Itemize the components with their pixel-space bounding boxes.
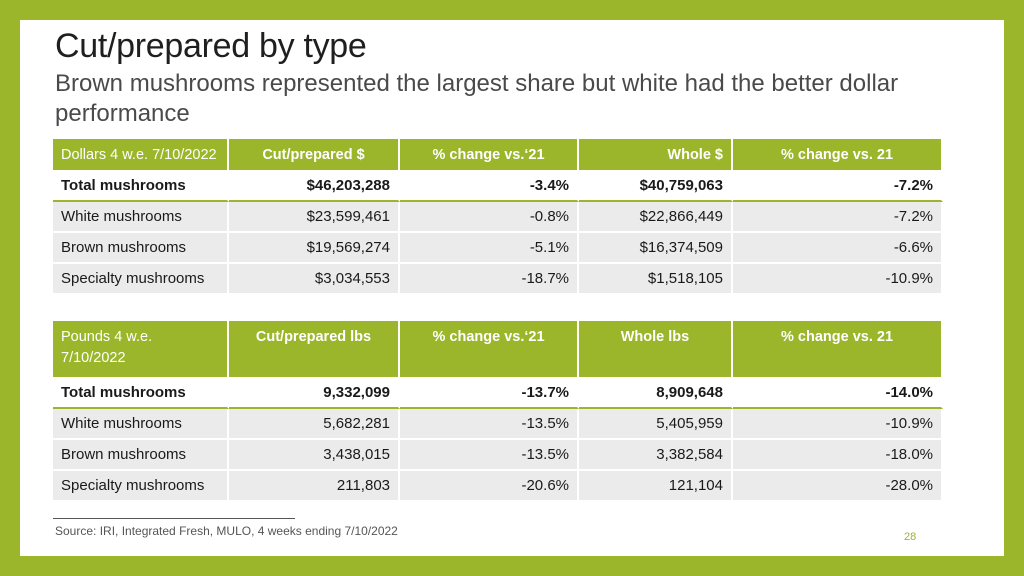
table-cell: 5,682,281 [229, 409, 400, 440]
dollars-table: Dollars 4 w.e. 7/10/2022 Cut/prepared $ … [53, 139, 943, 295]
row-label: Brown mushrooms [53, 440, 229, 471]
table-cell: -28.0% [733, 471, 943, 502]
table-cell: $1,518,105 [579, 264, 733, 295]
table-cell: 8,909,648 [579, 377, 733, 409]
table-cell: 3,438,015 [229, 440, 400, 471]
table-cell: -13.5% [400, 409, 579, 440]
header-cell: Cut/prepared $ [229, 139, 400, 170]
table-cell: -14.0% [733, 377, 943, 409]
pounds-table: Pounds 4 w.e. 7/10/2022 Cut/prepared lbs… [53, 321, 943, 502]
header-cell: % change vs. 21 [733, 321, 943, 377]
row-label: Total mushrooms [53, 170, 229, 202]
table-cell: -7.2% [733, 170, 943, 202]
row-label: White mushrooms [53, 409, 229, 440]
header-cell: Dollars 4 w.e. 7/10/2022 [53, 139, 229, 170]
header-cell: Pounds 4 w.e. 7/10/2022 [53, 321, 229, 377]
table-header-row: Dollars 4 w.e. 7/10/2022 Cut/prepared $ … [53, 139, 943, 170]
header-cell: Whole lbs [579, 321, 733, 377]
table-cell: -18.7% [400, 264, 579, 295]
table-row: Specialty mushrooms 211,803 -20.6% 121,1… [53, 471, 943, 502]
table-cell: 9,332,099 [229, 377, 400, 409]
table-cell: -20.6% [400, 471, 579, 502]
page-title: Cut/prepared by type [55, 27, 367, 65]
table-cell: -5.1% [400, 233, 579, 264]
table-row: Total mushrooms 9,332,099 -13.7% 8,909,6… [53, 377, 943, 409]
table-cell: -3.4% [400, 170, 579, 202]
table-cell: $16,374,509 [579, 233, 733, 264]
row-label: White mushrooms [53, 202, 229, 233]
table-cell: -13.5% [400, 440, 579, 471]
header-cell: % change vs.‘21 [400, 321, 579, 377]
table-cell: -10.9% [733, 264, 943, 295]
header-cell: % change vs.‘21 [400, 139, 579, 170]
table-cell: $46,203,288 [229, 170, 400, 202]
table-cell: $19,569,274 [229, 233, 400, 264]
table-cell: -7.2% [733, 202, 943, 233]
page-number: 28 [904, 531, 917, 543]
table-row: Specialty mushrooms $3,034,553 -18.7% $1… [53, 264, 943, 295]
slide: Cut/prepared by type Brown mushrooms rep… [20, 20, 1004, 556]
table-cell: $22,866,449 [579, 202, 733, 233]
table-row: White mushrooms $23,599,461 -0.8% $22,86… [53, 202, 943, 233]
table-cell: $3,034,553 [229, 264, 400, 295]
header-cell: Whole $ [579, 139, 733, 170]
table-cell: -6.6% [733, 233, 943, 264]
table-cell: 121,104 [579, 471, 733, 502]
table-row: White mushrooms 5,682,281 -13.5% 5,405,9… [53, 409, 943, 440]
row-label: Brown mushrooms [53, 233, 229, 264]
table-cell: -0.8% [400, 202, 579, 233]
row-label: Specialty mushrooms [53, 471, 229, 502]
table-cell: $40,759,063 [579, 170, 733, 202]
page-subtitle: Brown mushrooms represented the largest … [55, 70, 899, 127]
header-cell: Cut/prepared lbs [229, 321, 400, 377]
row-label: Total mushrooms [53, 377, 229, 409]
table-cell: -18.0% [733, 440, 943, 471]
table-row: Brown mushrooms 3,438,015 -13.5% 3,382,5… [53, 440, 943, 471]
table-row: Total mushrooms $46,203,288 -3.4% $40,75… [53, 170, 943, 202]
table-cell: 3,382,584 [579, 440, 733, 471]
row-label: Specialty mushrooms [53, 264, 229, 295]
table-header-row: Pounds 4 w.e. 7/10/2022 Cut/prepared lbs… [53, 321, 943, 377]
source-note: Source: IRI, Integrated Fresh, MULO, 4 w… [55, 524, 398, 538]
table-cell: 211,803 [229, 471, 400, 502]
table-cell: $23,599,461 [229, 202, 400, 233]
table-cell: -10.9% [733, 409, 943, 440]
table-row: Brown mushrooms $19,569,274 -5.1% $16,37… [53, 233, 943, 264]
table-cell: 5,405,959 [579, 409, 733, 440]
source-divider [53, 518, 295, 519]
table-cell: -13.7% [400, 377, 579, 409]
header-cell: % change vs. 21 [733, 139, 943, 170]
